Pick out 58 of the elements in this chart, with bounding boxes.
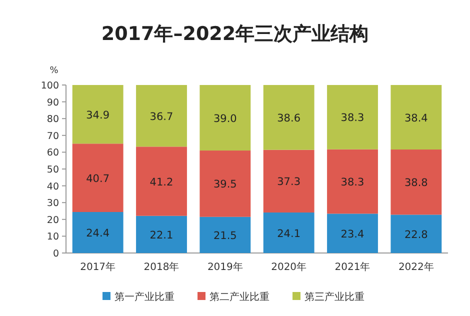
y-tick-label: 20 [46,214,59,226]
data-label: 38.3 [340,112,364,124]
y-tick-label: 30 [46,198,59,210]
data-label: 38.4 [404,112,428,124]
data-label: 37.3 [277,176,301,188]
bar [200,150,251,217]
data-label: 38.8 [404,177,428,190]
y-tick-label: 50 [46,164,59,176]
y-tick-label: 90 [46,97,59,108]
data-label: 41.2 [150,176,174,188]
data-label: 22.8 [404,228,428,241]
bar [136,216,187,253]
chart-title: 2017年–2022年三次产业结构 [101,23,369,45]
bar [136,146,187,216]
data-label: 23.4 [340,228,365,240]
legend-label: 第三产业比重 [304,291,364,303]
legend-label: 第二产业比重 [210,291,270,303]
bar [263,150,314,213]
data-label: 39.5 [213,178,237,191]
data-label: 38.6 [277,112,301,124]
x-tick-label: 2017年 [80,261,116,273]
x-tick-label: 2019年 [207,261,243,273]
bar [200,216,251,253]
data-label: 36.7 [150,110,174,123]
bar [72,85,124,144]
bar [200,85,251,151]
x-tick-label: 2022年 [398,261,434,273]
data-label: 40.7 [86,172,110,185]
y-tick-label: 60 [46,148,59,159]
x-tick-label: 2018年 [144,261,180,273]
bar [327,214,378,253]
data-label: 24.4 [86,228,110,240]
bar [327,85,378,150]
x-tick-label: 2021年 [334,261,370,273]
bar [390,214,442,253]
y-tick-label: 10 [46,232,59,243]
bar [263,85,314,150]
data-label: 22.1 [150,229,174,242]
y-tick-label: 40 [46,181,59,192]
bar [72,144,124,212]
legend-label: 第一产业比重 [114,291,174,303]
data-label: 34.9 [86,109,110,122]
y-tick-label: 0 [52,248,59,260]
y-tick-label: 80 [46,114,59,126]
data-label: 39.0 [213,112,237,125]
bar [72,212,124,253]
data-label: 38.3 [340,176,364,189]
x-tick-label: 2020年 [271,261,307,273]
y-tick-label: 70 [46,130,59,142]
bar [263,212,314,253]
bar [136,85,187,147]
data-label: 21.5 [213,230,237,242]
data-label: 24.1 [277,228,301,240]
bar [327,149,378,214]
bar [390,85,442,150]
y-axis-title: % [50,66,59,76]
bar [390,150,442,215]
y-tick-label: 100 [40,80,59,92]
